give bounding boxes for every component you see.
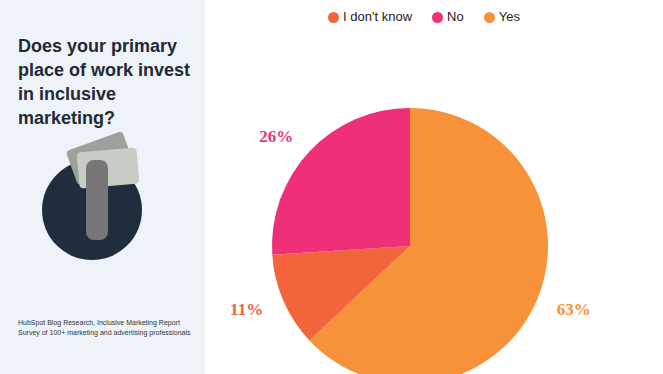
html-text:HubSpot Blog Research, Inclusi: HubSpot Blog Research, Inclusive Marketi… (18, 319, 180, 326)
svg-text:11%: 11% (230, 300, 263, 319)
svg-text:26%: 26% (259, 127, 293, 146)
html-text:Yes: Yes (498, 9, 520, 24)
html-text:Survey of 100+ marketing and a: Survey of 100+ marketing and advertising… (18, 329, 191, 336)
html-text:Does your primary place of wor: Does your primary place of work invest i… (18, 36, 191, 128)
html-text:No: No (447, 9, 464, 24)
svg-text:63%: 63% (557, 300, 591, 319)
html-text:I don't know: I don't know (343, 9, 413, 24)
